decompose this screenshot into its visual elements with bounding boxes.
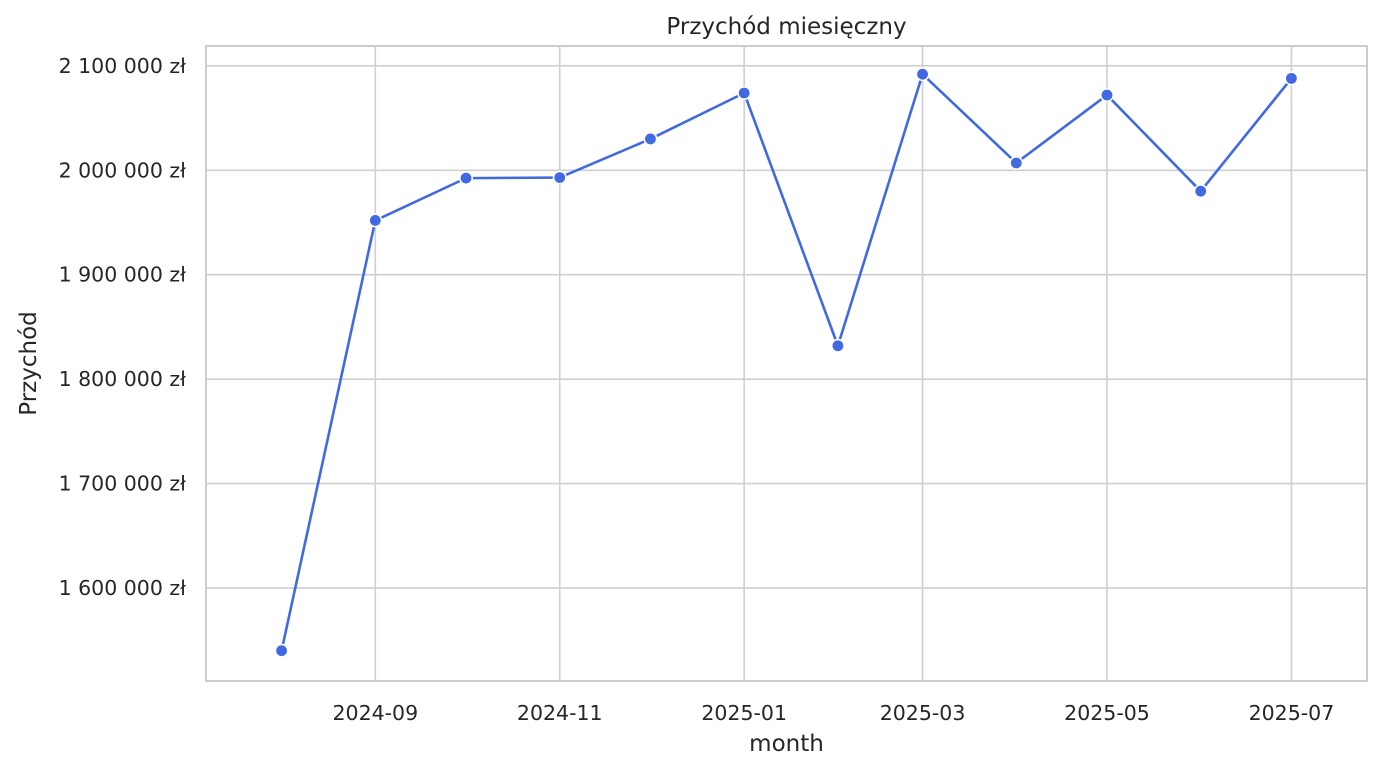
data-point bbox=[552, 170, 567, 185]
chart-title: Przychód miesięczny bbox=[666, 14, 906, 40]
data-point bbox=[459, 171, 474, 186]
data-point bbox=[274, 643, 289, 658]
x-tick-label: 2025-07 bbox=[1249, 701, 1335, 725]
x-axis-ticks: 2024-09 2024-11 2025-01 2025-03 2025-05 2025-… bbox=[332, 701, 1334, 725]
y-tick-label: 2 100 000 zł bbox=[59, 54, 187, 78]
x-tick-label: 2025-01 bbox=[701, 701, 787, 725]
x-axis-label: month bbox=[749, 731, 824, 757]
data-point bbox=[1099, 88, 1114, 103]
y-tick-label: 2 000 000 zł bbox=[59, 158, 187, 182]
data-point bbox=[1009, 155, 1024, 170]
series-layer bbox=[274, 67, 1299, 658]
y-tick-label: 1 900 000 zł bbox=[59, 263, 187, 287]
data-point bbox=[915, 67, 930, 82]
y-axis-label: Przychód bbox=[16, 311, 42, 416]
grid bbox=[206, 46, 1367, 681]
x-tick-label: 2025-05 bbox=[1064, 701, 1150, 725]
y-axis-ticks: 1 600 000 zł 1 700 000 zł 1 800 000 zł 1 90… bbox=[59, 54, 187, 600]
data-point bbox=[1193, 184, 1208, 199]
y-tick-label: 1 700 000 zł bbox=[59, 472, 187, 496]
data-point bbox=[368, 213, 383, 228]
x-tick-label: 2025-03 bbox=[880, 701, 966, 725]
y-tick-label: 1 600 000 zł bbox=[59, 576, 187, 600]
data-point bbox=[643, 131, 658, 146]
x-tick-label: 2024-09 bbox=[332, 701, 418, 725]
x-tick-label: 2024-11 bbox=[517, 701, 603, 725]
data-point bbox=[830, 338, 845, 353]
plot-frame bbox=[205, 45, 1368, 682]
series-line bbox=[280, 72, 1293, 653]
data-point bbox=[1284, 71, 1299, 86]
data-point bbox=[737, 85, 752, 100]
y-tick-label: 1 800 000 zł bbox=[59, 367, 187, 391]
